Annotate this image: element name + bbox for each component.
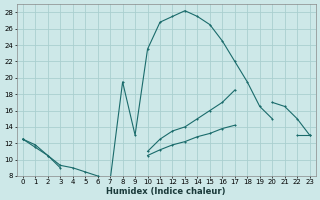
X-axis label: Humidex (Indice chaleur): Humidex (Indice chaleur)	[107, 187, 226, 196]
